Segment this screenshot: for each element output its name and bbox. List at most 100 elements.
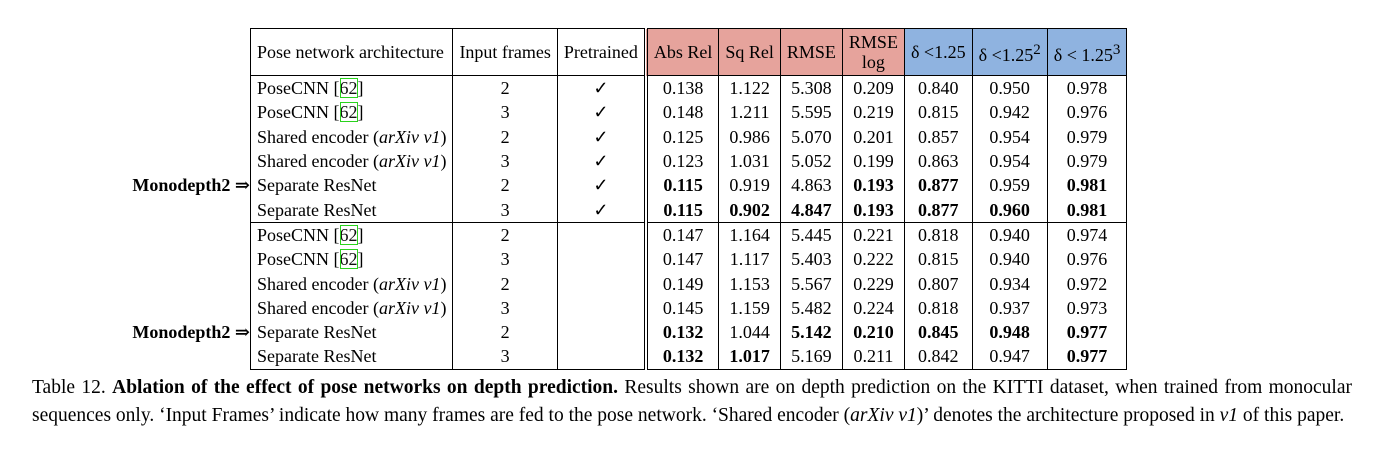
cell-rmse: 5.567 xyxy=(779,271,843,296)
cell-architecture: PoseCNN [62] xyxy=(249,100,453,125)
cell-sq: 0.919 xyxy=(718,173,781,198)
cell-rlog: 0.219 xyxy=(841,100,905,125)
cell-rlog: 0.211 xyxy=(841,344,905,370)
cell-frames: 2 xyxy=(452,319,558,345)
architecture-italic: arXiv v1 xyxy=(378,297,441,318)
cell-frames: 3 xyxy=(452,148,558,174)
caption-italic-1: arXiv v1 xyxy=(850,405,917,426)
table-row: Separate ResNet 2 ✓ 0.115 0.919 4.863 0.193 0.8… xyxy=(249,173,1128,198)
cell-rlog: 0.193 xyxy=(841,197,905,223)
architecture-name: Shared encoder ( xyxy=(257,297,379,318)
cell-rmse: 5.070 xyxy=(779,124,843,149)
cell-rmse: 5.482 xyxy=(779,295,843,320)
cell-sq: 1.044 xyxy=(718,319,781,345)
cell-rlog: 0.209 xyxy=(841,75,905,101)
cell-architecture: Shared encoder (arXiv v1) xyxy=(249,295,453,320)
cell-frames: 2 xyxy=(452,221,558,248)
header-input-frames: Input frames xyxy=(452,28,558,76)
cell-abs: 0.149 xyxy=(643,271,719,296)
citation-link[interactable]: 62 xyxy=(339,249,358,270)
header-delta-3-sup: 3 xyxy=(1112,41,1121,58)
architecture-name: PoseCNN [ xyxy=(257,78,340,99)
cell-pre xyxy=(556,344,646,370)
cell-rlog: 0.193 xyxy=(841,173,905,198)
cell-d1: 0.818 xyxy=(903,221,973,248)
cell-architecture: Separate ResNet xyxy=(249,344,453,370)
architecture-italic: arXiv v1 xyxy=(378,126,441,147)
cell-architecture: Separate ResNet xyxy=(249,173,453,198)
architecture-name: PoseCNN [ xyxy=(257,249,340,270)
header-rmse-log: RMSE log xyxy=(841,28,905,76)
header-delta-3: δ < 1.253 xyxy=(1046,28,1128,76)
cell-d2: 0.937 xyxy=(971,295,1048,320)
cell-frames: 2 xyxy=(452,173,558,198)
table-row: Separate ResNet 3 0.132 1.017 5.169 0.211 0.84… xyxy=(249,344,1128,370)
table-row: Shared encoder (arXiv v1) 2 ✓ 0.125 0.986 5.0… xyxy=(249,124,1128,149)
cell-d3: 0.977 xyxy=(1046,319,1128,345)
cell-pre xyxy=(556,247,646,272)
cell-pre: ✓ xyxy=(556,124,646,149)
cell-d3: 0.981 xyxy=(1046,173,1128,198)
cell-pre: ✓ xyxy=(556,173,646,198)
table-row: PoseCNN [62] 2 0.147 1.164 5.445 0.221 0.818 0.… xyxy=(249,221,1128,248)
cell-rlog: 0.201 xyxy=(841,124,905,149)
header-delta-1: δ <1.25 xyxy=(903,28,973,76)
cell-d1: 0.857 xyxy=(903,124,973,149)
architecture-bracket: ] xyxy=(357,224,364,245)
header-rmse: RMSE xyxy=(779,28,843,76)
cell-d3: 0.972 xyxy=(1046,271,1128,296)
citation-link[interactable]: 62 xyxy=(339,102,358,123)
architecture-italic: arXiv v1 xyxy=(378,151,441,172)
cell-frames: 2 xyxy=(452,124,558,149)
architecture-name: Separate ResNet xyxy=(257,322,377,343)
caption-title: Ablation of the effect of pose networks … xyxy=(112,377,619,398)
header-rmse-log-line1: RMSE xyxy=(848,32,898,52)
cell-pre xyxy=(556,271,646,296)
cell-abs: 0.115 xyxy=(643,197,719,223)
cell-architecture: PoseCNN [62] xyxy=(249,247,453,272)
cell-sq: 1.211 xyxy=(718,100,781,125)
architecture-name: Shared encoder ( xyxy=(257,126,379,147)
table-row: Shared encoder (arXiv v1) 3 ✓ 0.123 1.031 5.0… xyxy=(249,148,1128,174)
cell-sq: 1.017 xyxy=(718,344,781,370)
cell-rlog: 0.229 xyxy=(841,271,905,296)
architecture-bracket: ] xyxy=(357,102,364,123)
header-delta-2-sup: 2 xyxy=(1033,41,1041,58)
architecture-name: Separate ResNet xyxy=(257,175,377,196)
cell-abs: 0.145 xyxy=(643,295,719,320)
architecture-name: Shared encoder ( xyxy=(257,151,379,172)
architecture-italic: arXiv v1 xyxy=(378,273,441,294)
cell-abs: 0.125 xyxy=(643,124,719,149)
citation-link[interactable]: 62 xyxy=(339,224,358,245)
cell-pre xyxy=(556,221,646,248)
cell-abs: 0.138 xyxy=(643,75,719,101)
cell-abs: 0.132 xyxy=(643,319,719,345)
citation-link[interactable]: 62 xyxy=(339,78,358,99)
cell-d1: 0.807 xyxy=(903,271,973,296)
cell-sq: 1.122 xyxy=(718,75,781,101)
cell-rmse: 5.403 xyxy=(779,247,843,272)
header-sq-rel: Sq Rel xyxy=(718,28,781,76)
monodepth2-label: Monodepth2 ⇒ xyxy=(132,175,250,196)
cell-sq: 1.159 xyxy=(718,295,781,320)
cell-d2: 0.959 xyxy=(971,173,1048,198)
cell-architecture: Separate ResNet xyxy=(249,197,453,223)
table-row: Separate ResNet 3 ✓ 0.115 0.902 4.847 0.193 0.8… xyxy=(249,197,1128,223)
cell-rmse: 5.595 xyxy=(779,100,843,125)
architecture-bracket: ] xyxy=(357,78,364,99)
cell-d2: 0.934 xyxy=(971,271,1048,296)
cell-pre xyxy=(556,295,646,320)
cell-abs: 0.147 xyxy=(643,247,719,272)
architecture-name: Separate ResNet xyxy=(257,346,377,367)
cell-architecture: Shared encoder (arXiv v1) xyxy=(249,271,453,296)
cell-architecture: Shared encoder (arXiv v1) xyxy=(249,124,453,149)
cell-d2: 0.954 xyxy=(971,124,1048,149)
cell-d3: 0.973 xyxy=(1046,295,1128,320)
cell-frames: 3 xyxy=(452,295,558,320)
architecture-close: ) xyxy=(440,297,447,318)
cell-d2: 0.960 xyxy=(971,197,1048,223)
architecture-name: Shared encoder ( xyxy=(257,273,379,294)
cell-sq: 0.902 xyxy=(718,197,781,223)
cell-architecture: PoseCNN [62] xyxy=(249,75,453,101)
